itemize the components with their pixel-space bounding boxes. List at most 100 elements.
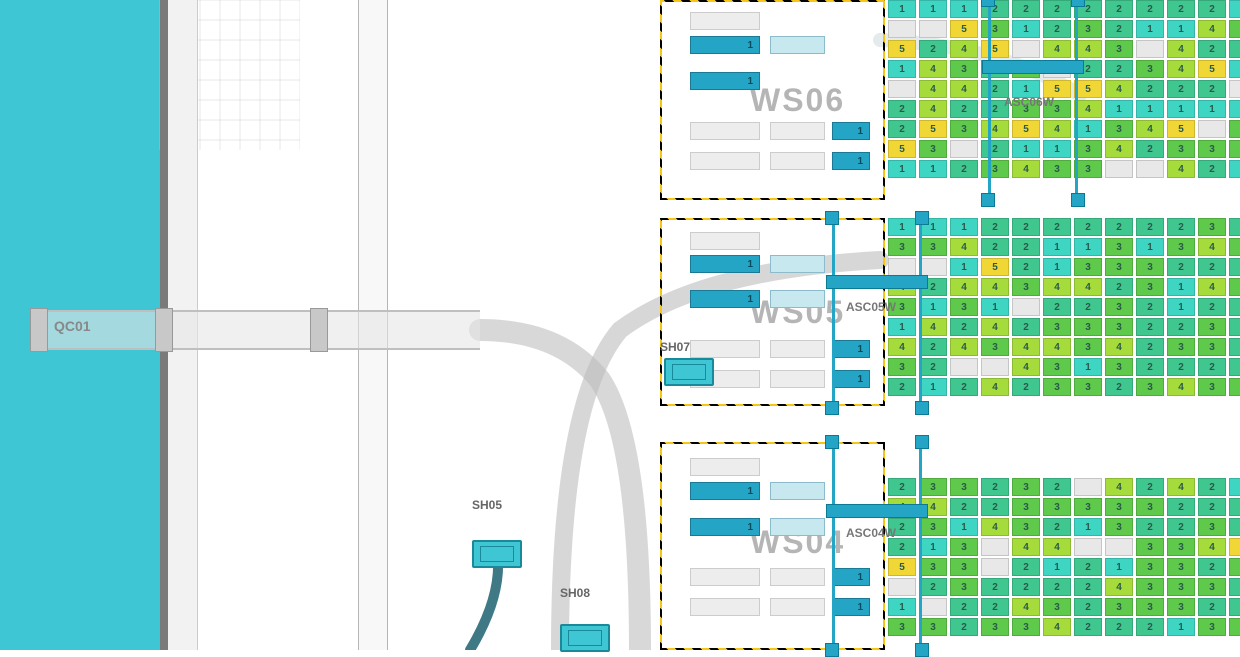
container-box[interactable]: 2 <box>1198 298 1226 316</box>
container-box[interactable] <box>919 598 947 616</box>
transfer-lane[interactable] <box>770 152 825 170</box>
container-box[interactable]: 2 <box>1198 258 1226 276</box>
container-box[interactable]: 3 <box>1229 140 1240 158</box>
container-box[interactable]: 2 <box>1198 498 1226 516</box>
container-stack[interactable]: 2332324242134422333332223231432132232421… <box>888 478 1240 636</box>
container-box[interactable]: 4 <box>1105 478 1133 496</box>
container-box[interactable]: 2 <box>1012 318 1040 336</box>
container-box[interactable]: 3 <box>1136 258 1164 276</box>
container-box[interactable]: 3 <box>1043 378 1071 396</box>
container-box[interactable]: 2 <box>1012 378 1040 396</box>
container-box[interactable]: 4 <box>1074 40 1102 58</box>
container-box[interactable]: 2 <box>950 378 978 396</box>
container-box[interactable]: 4 <box>1167 60 1195 78</box>
container-box[interactable]: 3 <box>1229 278 1240 296</box>
container-box[interactable]: 2 <box>1167 518 1195 536</box>
container-box[interactable]: 3 <box>1136 538 1164 556</box>
container-box[interactable]: 3 <box>1167 140 1195 158</box>
transfer-lane[interactable] <box>690 232 760 250</box>
container-box[interactable]: 4 <box>1105 578 1133 596</box>
container-box[interactable]: 2 <box>1198 478 1226 496</box>
container-box[interactable]: 2 <box>919 40 947 58</box>
container-box[interactable]: 3 <box>1136 558 1164 576</box>
transfer-lane[interactable]: 1 <box>832 122 870 140</box>
container-box[interactable]: 2 <box>919 358 947 376</box>
container-box[interactable]: 1 <box>1136 238 1164 256</box>
container-box[interactable]: 2 <box>1136 318 1164 336</box>
container-box[interactable]: 3 <box>1105 40 1133 58</box>
container-box[interactable]: 1 <box>1198 100 1226 118</box>
container-box[interactable]: 3 <box>919 518 947 536</box>
container-box[interactable]: 1 <box>1043 238 1071 256</box>
container-box[interactable]: 2 <box>1198 40 1226 58</box>
container-box[interactable]: 2 <box>950 100 978 118</box>
container-box[interactable]: 2 <box>1105 278 1133 296</box>
container-box[interactable]: 3 <box>1198 378 1226 396</box>
container-box[interactable] <box>981 358 1009 376</box>
container-box[interactable]: 4 <box>919 318 947 336</box>
container-box[interactable]: 2 <box>1074 598 1102 616</box>
container-box[interactable] <box>1229 80 1240 98</box>
container-box[interactable]: 2 <box>1012 578 1040 596</box>
container-box[interactable]: 3 <box>1136 278 1164 296</box>
container-box[interactable]: 2 <box>1012 558 1040 576</box>
transfer-lane[interactable] <box>770 122 825 140</box>
container-box[interactable]: 3 <box>919 618 947 636</box>
container-box[interactable]: 4 <box>981 278 1009 296</box>
container-box[interactable]: 2 <box>1043 578 1071 596</box>
transfer-lane[interactable]: 1 <box>690 518 760 536</box>
container-box[interactable]: 2 <box>1074 298 1102 316</box>
container-box[interactable]: 2 <box>1105 618 1133 636</box>
container-box[interactable]: 3 <box>1167 538 1195 556</box>
container-box[interactable] <box>1074 538 1102 556</box>
container-box[interactable]: 1 <box>1167 100 1195 118</box>
container-box[interactable]: 2 <box>1043 218 1071 236</box>
container-box[interactable]: 1 <box>1229 160 1240 178</box>
container-box[interactable]: 2 <box>950 160 978 178</box>
container-box[interactable]: 4 <box>1198 20 1226 38</box>
transfer-lane[interactable]: 1 <box>690 36 760 54</box>
transfer-lane[interactable] <box>770 290 825 308</box>
container-box[interactable]: 4 <box>1012 358 1040 376</box>
container-box[interactable]: 3 <box>919 238 947 256</box>
container-box[interactable]: 4 <box>1136 120 1164 138</box>
container-box[interactable]: 4 <box>919 80 947 98</box>
container-box[interactable] <box>1136 40 1164 58</box>
container-box[interactable]: 4 <box>1167 160 1195 178</box>
container-box[interactable]: 2 <box>1167 80 1195 98</box>
container-box[interactable]: 3 <box>1136 598 1164 616</box>
container-box[interactable]: 2 <box>1012 258 1040 276</box>
container-box[interactable]: 4 <box>950 338 978 356</box>
container-box[interactable]: 3 <box>1198 338 1226 356</box>
container-box[interactable]: 2 <box>1043 298 1071 316</box>
container-box[interactable]: 2 <box>1229 258 1240 276</box>
container-box[interactable]: 3 <box>981 338 1009 356</box>
container-box[interactable]: 2 <box>950 598 978 616</box>
container-box[interactable]: 2 <box>1229 518 1240 536</box>
container-box[interactable]: 1 <box>1043 558 1071 576</box>
shuttle-vehicle[interactable] <box>560 624 610 652</box>
container-box[interactable]: 3 <box>950 478 978 496</box>
container-box[interactable]: 3 <box>1229 558 1240 576</box>
container-box[interactable]: 2 <box>1136 478 1164 496</box>
container-box[interactable]: 4 <box>981 378 1009 396</box>
container-box[interactable]: 3 <box>1198 578 1226 596</box>
container-box[interactable]: 4 <box>950 238 978 256</box>
transfer-lane[interactable] <box>690 598 760 616</box>
container-box[interactable]: 2 <box>981 478 1009 496</box>
container-box[interactable]: 3 <box>1012 518 1040 536</box>
container-box[interactable]: 2 <box>1198 0 1226 18</box>
container-box[interactable]: 2 <box>1198 598 1226 616</box>
container-box[interactable]: 4 <box>1012 598 1040 616</box>
container-box[interactable]: 1 <box>1136 20 1164 38</box>
container-box[interactable]: 2 <box>981 238 1009 256</box>
container-box[interactable]: 1 <box>919 160 947 178</box>
container-box[interactable]: 3 <box>1229 378 1240 396</box>
container-box[interactable]: 5 <box>919 120 947 138</box>
container-box[interactable]: 2 <box>1229 338 1240 356</box>
container-box[interactable]: 3 <box>1167 558 1195 576</box>
container-box[interactable]: 4 <box>1105 338 1133 356</box>
container-box[interactable]: 1 <box>919 0 947 18</box>
container-box[interactable]: 5 <box>1167 120 1195 138</box>
container-box[interactable]: 1 <box>1136 100 1164 118</box>
